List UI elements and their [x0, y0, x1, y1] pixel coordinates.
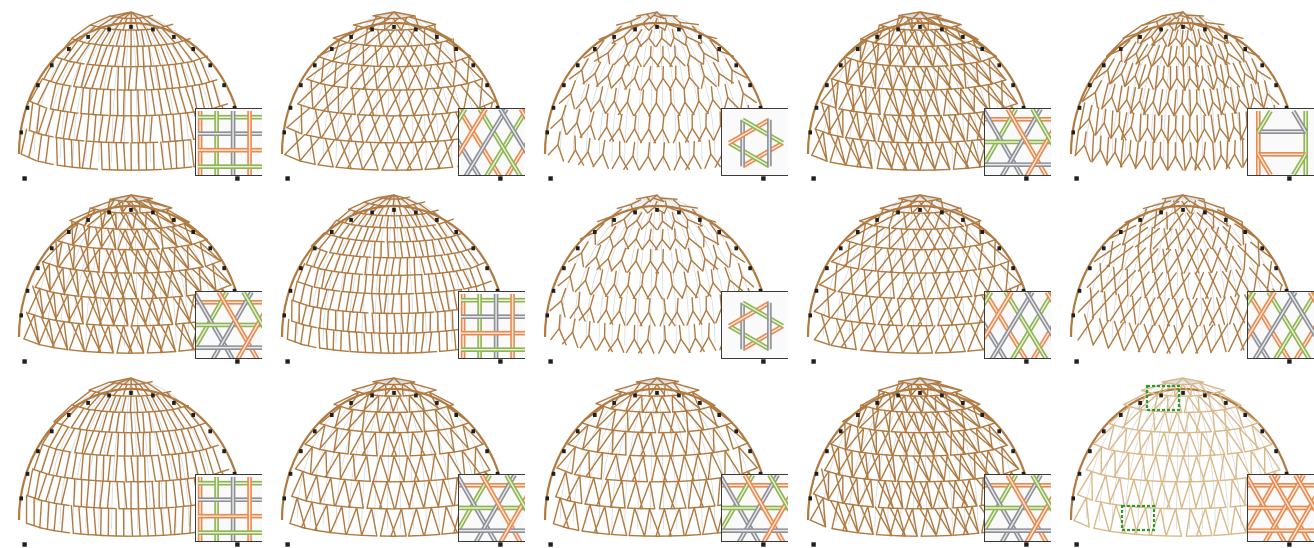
inset-pattern	[722, 475, 788, 541]
dome-panel-r2c4	[789, 183, 1051, 365]
dome-panel-r2c2	[263, 183, 525, 365]
inset-pattern	[1248, 292, 1314, 358]
inset-pattern	[196, 292, 262, 358]
pattern-inset	[195, 108, 262, 176]
inset-pattern	[459, 109, 525, 175]
pattern-inset	[1247, 108, 1314, 176]
inset-pattern	[985, 109, 1051, 175]
dome-rods	[1073, 377, 1291, 537]
pattern-inset	[195, 474, 262, 542]
dome-rods	[549, 194, 765, 354]
inset-pattern	[197, 111, 262, 175]
dome-silhouette	[543, 204, 771, 338]
dome-silhouette	[280, 387, 508, 521]
inset-pattern	[1248, 475, 1314, 541]
dome-panel-r3c3	[526, 366, 788, 548]
dome-render	[543, 11, 771, 181]
dome-rods	[286, 194, 500, 354]
dome-panel-r3c1	[0, 366, 262, 548]
dome-render	[17, 11, 245, 181]
pattern-inset	[984, 474, 1051, 542]
dome-render	[280, 194, 508, 364]
dome-silhouette	[543, 21, 771, 155]
pattern-inset	[1247, 291, 1314, 359]
dome-render	[1069, 377, 1297, 547]
dome-silhouette	[1069, 387, 1297, 521]
dome-rods	[20, 11, 239, 171]
dome-rods	[284, 11, 501, 171]
inset-pattern	[459, 475, 525, 541]
pattern-inset	[984, 291, 1051, 359]
dome-rods	[1074, 11, 1292, 171]
pattern-inset	[984, 108, 1051, 176]
dome-panel-r1c2	[263, 0, 525, 182]
pattern-inset	[458, 108, 525, 176]
dome-panel-r3c4	[789, 366, 1051, 548]
dome-render	[17, 377, 245, 547]
dome-supports	[808, 207, 1032, 364]
pattern-inset	[721, 108, 788, 176]
dome-silhouette	[1069, 21, 1297, 155]
inset-pattern	[728, 300, 784, 352]
dome-rods	[23, 194, 239, 354]
dome-render	[17, 194, 245, 364]
dome-panel-r1c1	[0, 0, 262, 182]
inset-pattern	[728, 117, 784, 169]
dome-render	[543, 377, 771, 547]
pattern-inset	[195, 291, 262, 359]
dome-render	[806, 11, 1034, 181]
dome-render	[806, 377, 1034, 547]
dome-supports	[282, 207, 506, 364]
dome-render	[1069, 194, 1297, 364]
inset-pattern	[197, 477, 262, 541]
dome-render	[280, 377, 508, 547]
dome-rods	[289, 377, 503, 537]
dome-panel-r1c3	[526, 0, 788, 182]
pattern-inset	[1247, 474, 1314, 542]
dome-panel-r1c4	[789, 0, 1051, 182]
dome-supports	[1071, 207, 1295, 364]
dome-rods	[809, 377, 1030, 537]
inset-pattern	[1255, 109, 1309, 175]
dome-supports	[1071, 24, 1295, 181]
dome-render	[280, 11, 508, 181]
pattern-inset	[721, 291, 788, 359]
dome-supports	[1071, 390, 1295, 547]
inset-pattern	[460, 294, 525, 358]
dome-panel-r2c3	[526, 183, 788, 365]
inset-pattern	[985, 475, 1051, 541]
pattern-inset	[458, 291, 525, 359]
highlight-boxes	[1120, 384, 1181, 532]
dome-panel-r3c2	[263, 366, 525, 548]
dome-panel-r2c1	[0, 183, 262, 365]
pattern-inset	[458, 474, 525, 542]
dome-panel-r1c5	[1052, 0, 1314, 182]
pattern-inset	[721, 474, 788, 542]
inset-pattern	[985, 292, 1051, 358]
dome-supports	[282, 24, 506, 181]
dome-supports	[19, 24, 243, 181]
dome-silhouette	[543, 387, 771, 521]
dome-rods	[811, 11, 1031, 171]
dome-supports	[282, 390, 506, 547]
dome-panel-r2c5	[1052, 183, 1314, 365]
dome-panel-r3c5	[1052, 366, 1314, 548]
